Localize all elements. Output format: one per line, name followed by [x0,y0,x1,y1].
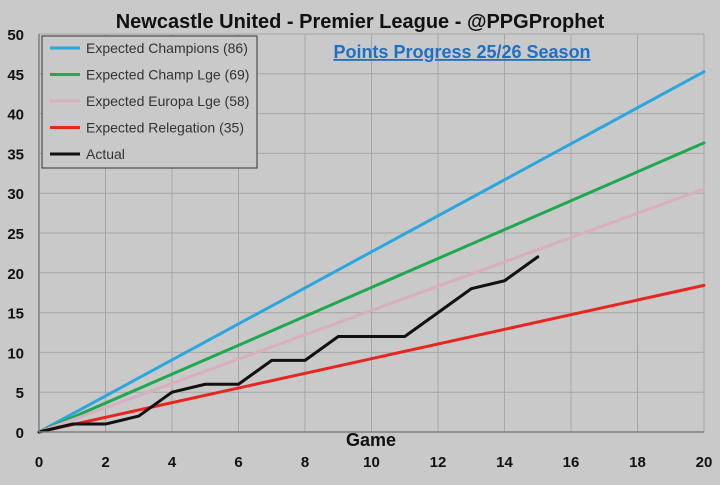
y-tick-label: 25 [7,226,24,243]
y-tick-label: 0 [16,425,24,442]
chart-title: Newcastle United - Premier League - @PPG… [116,11,605,33]
y-tick-label: 15 [7,306,24,323]
x-tick-label: 8 [301,454,309,471]
x-tick-label: 6 [234,454,242,471]
x-axis-label: Game [346,430,396,450]
y-tick-label: 45 [7,67,24,84]
x-tick-label: 0 [35,454,43,471]
x-tick-label: 4 [168,454,177,471]
series-line-expected-europa-lge-58 [37,187,706,434]
y-tick-label: 50 [7,27,24,44]
y-tick-label: 10 [7,345,24,362]
x-tick-label: 10 [363,454,380,471]
chart-subtitle: Points Progress 25/26 Season [333,42,590,62]
legend-label: Expected Champions (86) [86,40,248,56]
series-line-expected-champ-lge-69 [37,141,706,434]
series-line-actual [37,255,540,434]
y-tick-label: 35 [7,146,24,163]
x-tick-label: 14 [496,454,513,471]
y-tick-label: 30 [7,186,24,203]
series-lines [37,70,706,434]
y-tick-label: 20 [7,266,24,283]
x-tick-label: 12 [430,454,447,471]
legend: Expected Champions (86) Expected Champ Lg… [41,35,258,169]
x-tick-label: 16 [563,454,580,471]
x-tick-label: 2 [101,454,109,471]
y-tick-label: 5 [16,385,24,402]
x-tick-label: 20 [696,454,713,471]
axes: 0 5 10 15 20 25 30 35 40 45 50 0 2 4 6 8 10 12 14 16 18 20 [7,27,712,471]
legend-label: Actual [86,146,125,162]
y-tick-label: 40 [7,107,24,124]
series-line-expected-champions-86 [37,70,706,434]
legend-label: Expected Relegation (35) [86,120,244,136]
legend-label: Expected Champ Lge (69) [86,67,249,83]
x-tick-label: 18 [629,454,646,471]
legend-label: Expected Europa Lge (58) [86,93,249,109]
